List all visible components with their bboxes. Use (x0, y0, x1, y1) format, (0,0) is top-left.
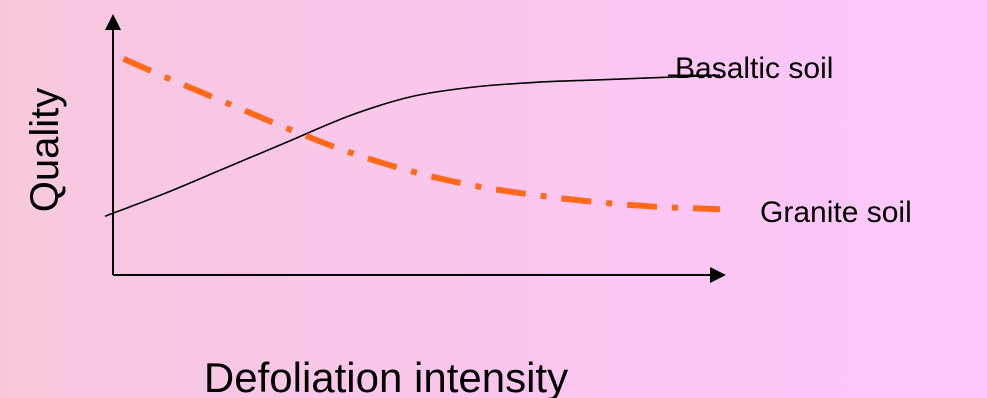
x-axis-label: Defoliation intensity (204, 354, 568, 398)
series-line-granite-soil (122, 56, 721, 213)
series-line-basaltic-soil (104, 74, 721, 218)
y-axis-label: Quality (23, 88, 67, 213)
series-label-granite-soil: Granite soil (760, 196, 912, 229)
series-label-basaltic-soil: Basaltic soil (675, 52, 833, 85)
